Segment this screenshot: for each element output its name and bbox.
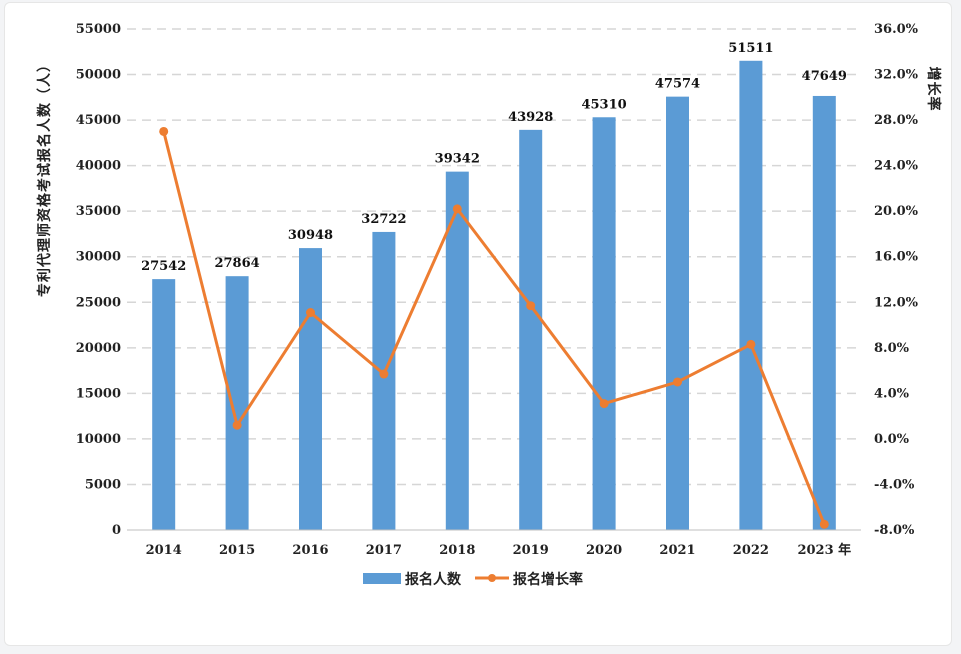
x-tick-label: 2023 年 (797, 542, 851, 558)
bar-data-label: 32722 (361, 212, 406, 227)
line-point (746, 339, 756, 349)
y2-tick-label: 24.0% (874, 159, 919, 174)
y-tick-label: 20000 (76, 341, 121, 356)
y-tick-label: 30000 (76, 250, 121, 265)
bar-data-label: 43928 (508, 110, 553, 125)
bar-series (152, 60, 836, 531)
y-tick-label: 0 (112, 523, 121, 538)
bar (445, 171, 469, 531)
legend-label-bar: 报名人数 (405, 571, 462, 588)
y2-tick-label: 16.0% (874, 250, 919, 265)
x-tick-label: 2014 (146, 543, 182, 558)
data-labels: 27542 27864 30948 32722 39342 43928 45310 47574… (141, 41, 847, 274)
line-point (673, 377, 682, 387)
y2-tick-label: 36.0% (874, 22, 919, 37)
growth-line (162, 131, 826, 525)
bar-data-label: 51511 (728, 41, 773, 56)
line-point (819, 519, 829, 529)
y-tick-label: 35000 (76, 204, 121, 219)
line-series (159, 126, 829, 529)
y-tick-label: 5000 (85, 477, 121, 492)
bar-data-label: 47649 (802, 69, 847, 84)
y2-tick-label: 4.0% (874, 386, 910, 401)
y-tick-label: 40000 (76, 159, 121, 174)
y-tick-label: 15000 (76, 386, 121, 401)
y2-tick-label: -8.0% (874, 523, 915, 538)
x-tick-label: 2017 (366, 543, 402, 558)
bar-data-label: 27542 (141, 259, 186, 274)
bar (812, 95, 836, 530)
y-tick-label: 10000 (76, 432, 121, 447)
y2-tick-label: -4.0% (874, 477, 915, 492)
line-point (159, 126, 169, 136)
line-point (232, 420, 242, 430)
x-tick-label: 2019 (513, 543, 549, 558)
legend-bar-swatch (363, 573, 401, 584)
y2-tick-label: 8.0% (874, 341, 910, 356)
line-point (306, 308, 315, 318)
axes: 0 5000 10000 15000 20000 25000 30000 35000 40000… (76, 22, 919, 558)
y2-tick-label: 12.0% (874, 295, 919, 310)
x-tick-label: 2015 (219, 543, 255, 558)
y2-tick-label: 28.0% (874, 113, 919, 128)
x-tick-label: 2022 (733, 543, 769, 558)
y2-tick-label: 20.0% (874, 204, 919, 219)
bar-data-label: 45310 (581, 97, 626, 112)
line-point (526, 301, 536, 311)
legend-line-marker (488, 574, 496, 582)
y-tick-label: 25000 (76, 295, 121, 310)
x-tick-label: 2018 (439, 543, 475, 558)
legend: 报名人数 报名增长率 (363, 571, 583, 588)
legend-label-line: 报名增长率 (513, 571, 583, 588)
y2-tick-label: 32.0% (874, 68, 919, 83)
bar (519, 129, 543, 530)
gridlines (127, 28, 861, 486)
bar (592, 117, 616, 530)
bar (152, 279, 176, 530)
y2-axis-title: 增长率 (925, 67, 942, 112)
line-point (379, 369, 389, 379)
bar (299, 248, 322, 530)
bar (372, 231, 396, 531)
bar (225, 276, 249, 530)
bar-data-label: 27864 (214, 256, 259, 271)
y-tick-label: 55000 (76, 22, 121, 37)
line-point (599, 399, 609, 409)
chart-card: 27542 27864 30948 32722 39342 43928 45310 47574… (4, 2, 952, 646)
line-point (452, 204, 462, 214)
bar-data-label: 30948 (288, 228, 333, 243)
bar (739, 60, 763, 530)
bar (666, 96, 689, 531)
combo-chart: 27542 27864 30948 32722 39342 43928 45310 47574… (36, 22, 942, 588)
y-tick-label: 45000 (76, 113, 121, 128)
bar-data-label: 47574 (655, 77, 700, 92)
x-tick-label: 2016 (292, 543, 328, 558)
y-axis-title: 专利代理师资格考试报名人数（人） (36, 57, 53, 297)
bar-data-label: 39342 (435, 152, 480, 167)
y-tick-label: 50000 (76, 68, 121, 83)
x-tick-label: 2021 (659, 543, 695, 558)
y2-tick-label: 0.0% (874, 432, 910, 447)
x-tick-label: 2020 (586, 543, 622, 558)
